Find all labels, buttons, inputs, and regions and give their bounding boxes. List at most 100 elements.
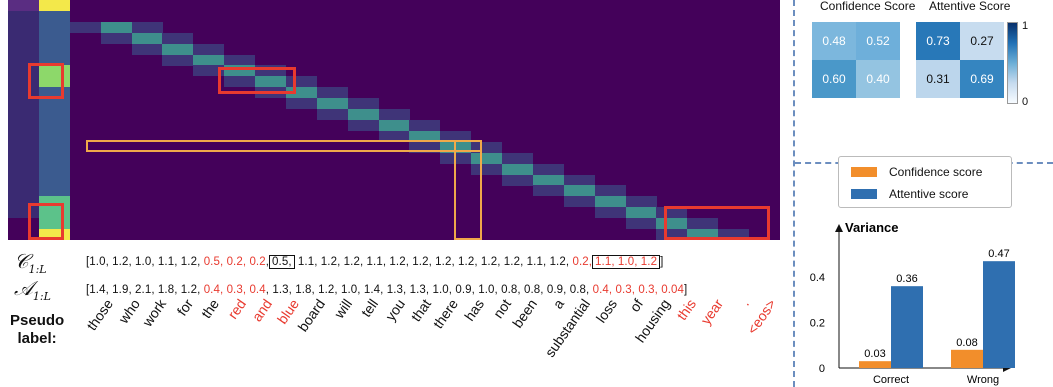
heatmap-cell xyxy=(502,174,534,186)
heatmap-cell xyxy=(193,65,225,77)
heatmap-cell xyxy=(8,32,39,44)
pseudo-label-word: not xyxy=(489,296,514,322)
heatmap-cell xyxy=(8,174,39,186)
legend-item-attentive: Attentive score xyxy=(851,187,968,201)
heatmap-cell xyxy=(563,174,595,186)
y-tick-label: 0.4 xyxy=(810,272,825,284)
colorbar xyxy=(1007,22,1018,104)
heatmap-cell xyxy=(347,120,379,131)
heatmap-cell xyxy=(656,207,688,219)
pseudo-label-word: year xyxy=(696,296,726,328)
pseudo-label-word: red xyxy=(223,296,249,322)
attentive-seq-label: 𝒜1:L xyxy=(14,276,51,303)
legend-swatch-confidence xyxy=(851,167,877,177)
bar-confidence-score xyxy=(951,349,983,368)
attentive-matrix-cell: 0.69 xyxy=(960,60,1004,98)
attentive-matrix-cell: 0.27 xyxy=(960,22,1004,60)
heatmap-cell xyxy=(532,163,564,175)
confidence-matrix-cell: 0.60 xyxy=(812,60,856,98)
heatmap-cell xyxy=(8,98,39,110)
heatmap-cell xyxy=(471,152,503,164)
colorbar-min-label: 0 xyxy=(1022,96,1029,108)
legend-item-confidence: Confidence score xyxy=(851,165,982,179)
heatmap-cell xyxy=(162,54,194,66)
highlight-box-col2-top xyxy=(28,63,64,99)
heatmap-cell xyxy=(38,207,70,219)
heatmap-cell xyxy=(38,54,70,66)
highlight-box-this-year xyxy=(664,206,770,240)
pseudo-label-word: for xyxy=(173,296,196,319)
heatmap-cell xyxy=(718,229,750,241)
highlight-box-col2-bottom xyxy=(28,203,64,240)
heatmap-cell xyxy=(656,218,688,230)
highlight-box-col xyxy=(454,140,482,240)
colorbar-max-label: 1 xyxy=(1022,20,1029,32)
heatmap-cell xyxy=(224,76,256,88)
heatmap-cell xyxy=(594,196,626,208)
heatmap-cell xyxy=(8,43,39,55)
bar-confidence-score xyxy=(859,361,891,368)
heatmap-cell xyxy=(131,43,163,55)
heatmap-cell xyxy=(378,130,410,142)
attentive-matrix-cell: 0.31 xyxy=(916,60,960,98)
heatmap-cell xyxy=(8,163,39,175)
heatmap-cell xyxy=(162,43,194,55)
heatmap-cell xyxy=(8,76,39,88)
heatmap-cell xyxy=(8,185,39,197)
attentive-matrix-title: Attentive Score xyxy=(929,0,1011,13)
confidence-matrix-cell: 0.40 xyxy=(856,60,900,98)
confidence-sequence: [1.0, 1.2, 1.0, 1.1, 1.2, 0.5, 0.2, 0.2,… xyxy=(86,255,664,269)
attentive-matrix-cell: 0.73 xyxy=(916,22,960,60)
y-axis-label: Variance xyxy=(845,220,899,235)
heatmap-cell xyxy=(38,120,70,131)
heatmap-cell xyxy=(38,196,70,208)
legend-label-confidence: Confidence score xyxy=(889,165,983,179)
y-tick-label: 0 xyxy=(819,363,825,375)
heatmap-cell xyxy=(255,76,287,88)
confidence-seq-label: 𝒞1:L xyxy=(14,249,47,276)
heatmap-cell xyxy=(316,87,348,99)
heatmap-cell xyxy=(38,10,70,22)
heatmap-cell xyxy=(532,185,564,197)
heatmap-cell xyxy=(8,120,39,131)
heatmap-cell xyxy=(347,98,379,110)
heatmap-cell xyxy=(563,196,595,208)
pseudo-label-word: board xyxy=(294,296,329,335)
pseudo-label-word: this xyxy=(673,296,700,324)
heatmap-cell xyxy=(193,54,225,66)
heatmap-cell xyxy=(193,43,225,55)
pseudo-label-word: been xyxy=(509,296,541,331)
heatmap-cell xyxy=(38,174,70,186)
vertical-divider xyxy=(793,0,795,387)
heatmap-cell xyxy=(656,229,688,241)
y-axis-arrow xyxy=(835,224,843,232)
y-tick-label: 0.2 xyxy=(810,318,825,330)
heatmap-cell xyxy=(8,141,39,153)
heatmap-cell xyxy=(687,229,719,241)
heatmap-cell xyxy=(38,109,70,121)
pseudo-label-word: you xyxy=(381,296,408,324)
bar-attentive-score xyxy=(983,261,1015,368)
heatmap-cell xyxy=(8,196,39,208)
pseudo-label-title: Pseudo label: xyxy=(10,312,65,347)
heatmap-cell xyxy=(100,32,132,44)
x-tick-label: Correct xyxy=(873,374,909,386)
heatmap-cell xyxy=(8,0,39,11)
heatmap-cell xyxy=(38,65,70,77)
heatmap-cell xyxy=(38,229,70,241)
heatmap-cell xyxy=(38,163,70,175)
heatmap-cell xyxy=(8,65,39,77)
heatmap-cell xyxy=(38,0,70,11)
heatmap-cell xyxy=(409,141,441,153)
heatmap-cell xyxy=(8,87,39,99)
heatmap-cell xyxy=(502,152,534,164)
legend-swatch-attentive xyxy=(851,189,877,199)
confidence-matrix-cell: 0.52 xyxy=(856,22,900,60)
pseudo-label-word: of xyxy=(626,296,647,315)
heatmap-cell xyxy=(38,185,70,197)
heatmap-cell xyxy=(316,109,348,121)
heatmap-cell xyxy=(38,87,70,99)
heatmap-cell xyxy=(38,21,70,33)
pseudo-label-word: tell xyxy=(357,296,382,320)
attentive-sequence: [1.4, 1.9, 2.1, 1.8, 1.2, 0.4, 0.3, 0.4,… xyxy=(86,284,688,296)
